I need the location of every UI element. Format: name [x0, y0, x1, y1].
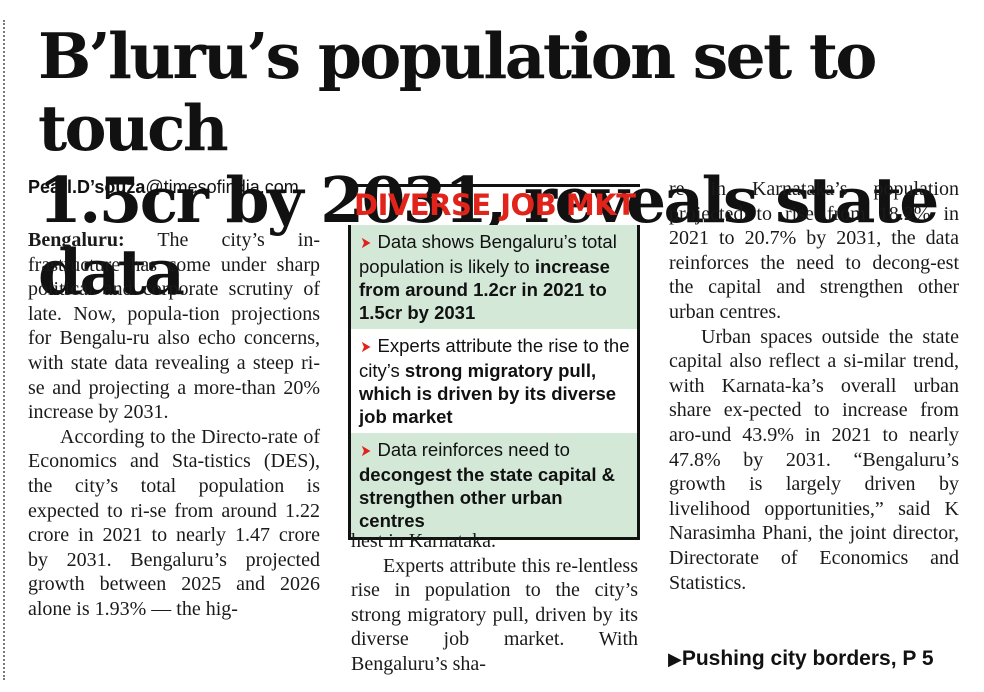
- red-arrowhead-icon: ➤: [360, 339, 372, 356]
- paragraph-1-text: The city’s in-frastructure has come unde…: [28, 229, 321, 424]
- column-3-paragraph-1: re in Karnataka’s population projected t…: [669, 178, 959, 323]
- teaser-text: Pushing city borders, P 5: [681, 647, 934, 670]
- column-3-paragraph-2: Urban spaces outside the state capital a…: [669, 325, 959, 594]
- article-column-3: re in Karnataka’s population projected t…: [669, 177, 959, 595]
- article-column-2: hest in Karnataka. Experts attribute thi…: [351, 529, 638, 677]
- headline-line-2: 1.5cr by 2031, reveals state data: [38, 163, 939, 309]
- byline: Pearl.D’souza@timesofindia.com: [28, 177, 328, 198]
- right-triangle-icon: ▶: [668, 649, 682, 669]
- article-paragraph-2: According to the Directo-rate of Economi…: [28, 425, 320, 620]
- sidebar-body: ➤ Data shows Bengaluru’s total populatio…: [348, 225, 640, 540]
- page-reference-teaser[interactable]: ▶Pushing city borders, P 5: [668, 647, 968, 671]
- byline-domain: @timesofindia.com: [145, 177, 299, 197]
- sidebar-box: DIVERSE JOB MKT ➤ Data shows Bengaluru’s…: [348, 184, 640, 540]
- dateline: Bengaluru:: [28, 229, 125, 251]
- column-rule-dotted: [3, 20, 5, 680]
- sidebar-item-1: ➤ Data shows Bengaluru’s total populatio…: [351, 225, 637, 329]
- sidebar-item-2: ➤ Experts attribute the rise to the city…: [351, 329, 637, 433]
- column-2-paragraph-1: hest in Karnataka.: [351, 530, 496, 552]
- red-arrowhead-icon: ➤: [360, 443, 372, 460]
- column-2-paragraph-2: Experts attribute this re-lentless rise …: [351, 554, 638, 675]
- byline-name: Pearl.D’souza: [28, 177, 146, 197]
- article-column-1: Bengaluru: The city’s in-frastructure ha…: [28, 228, 320, 622]
- article-paragraph-1: Bengaluru: The city’s in-frastructure ha…: [28, 228, 320, 425]
- headline: B’luru’s population set to touch 1.5cr b…: [38, 20, 968, 308]
- red-arrowhead-icon: ➤: [360, 235, 372, 252]
- headline-line-1: B’luru’s population set to touch: [38, 19, 877, 165]
- sidebar-title: DIVERSE JOB MKT: [348, 184, 640, 225]
- sidebar-item-3: ➤ Data reinforces need to decongest the …: [351, 433, 637, 537]
